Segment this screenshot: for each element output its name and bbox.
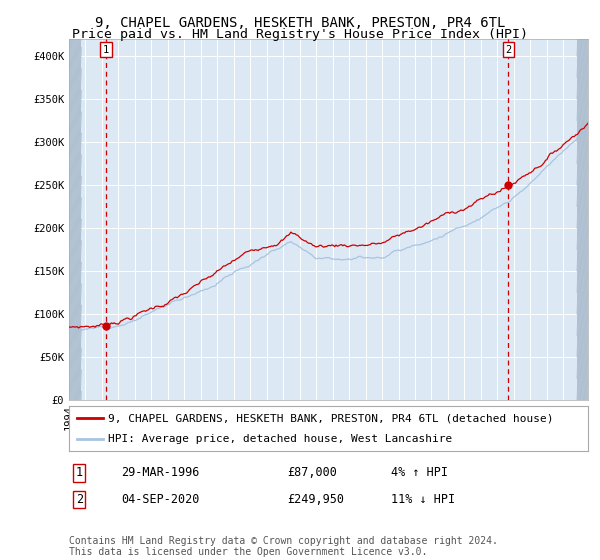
Text: Contains HM Land Registry data © Crown copyright and database right 2024.
This d: Contains HM Land Registry data © Crown c… <box>69 535 498 557</box>
Text: 9, CHAPEL GARDENS, HESKETH BANK, PRESTON, PR4 6TL (detached house): 9, CHAPEL GARDENS, HESKETH BANK, PRESTON… <box>108 413 553 423</box>
Text: Price paid vs. HM Land Registry's House Price Index (HPI): Price paid vs. HM Land Registry's House … <box>72 28 528 41</box>
Text: £87,000: £87,000 <box>287 466 337 479</box>
Text: 2: 2 <box>505 45 512 55</box>
Text: 1: 1 <box>76 466 83 479</box>
Text: 29-MAR-1996: 29-MAR-1996 <box>121 466 199 479</box>
Text: 11% ↓ HPI: 11% ↓ HPI <box>391 493 455 506</box>
Text: £249,950: £249,950 <box>287 493 344 506</box>
Bar <box>69 39 82 400</box>
Bar <box>577 39 588 400</box>
Text: 1: 1 <box>103 45 109 55</box>
Text: 9, CHAPEL GARDENS, HESKETH BANK, PRESTON, PR4 6TL: 9, CHAPEL GARDENS, HESKETH BANK, PRESTON… <box>95 16 505 30</box>
Text: 2: 2 <box>76 493 83 506</box>
Text: 4% ↑ HPI: 4% ↑ HPI <box>391 466 448 479</box>
Text: HPI: Average price, detached house, West Lancashire: HPI: Average price, detached house, West… <box>108 433 452 444</box>
Text: 04-SEP-2020: 04-SEP-2020 <box>121 493 199 506</box>
